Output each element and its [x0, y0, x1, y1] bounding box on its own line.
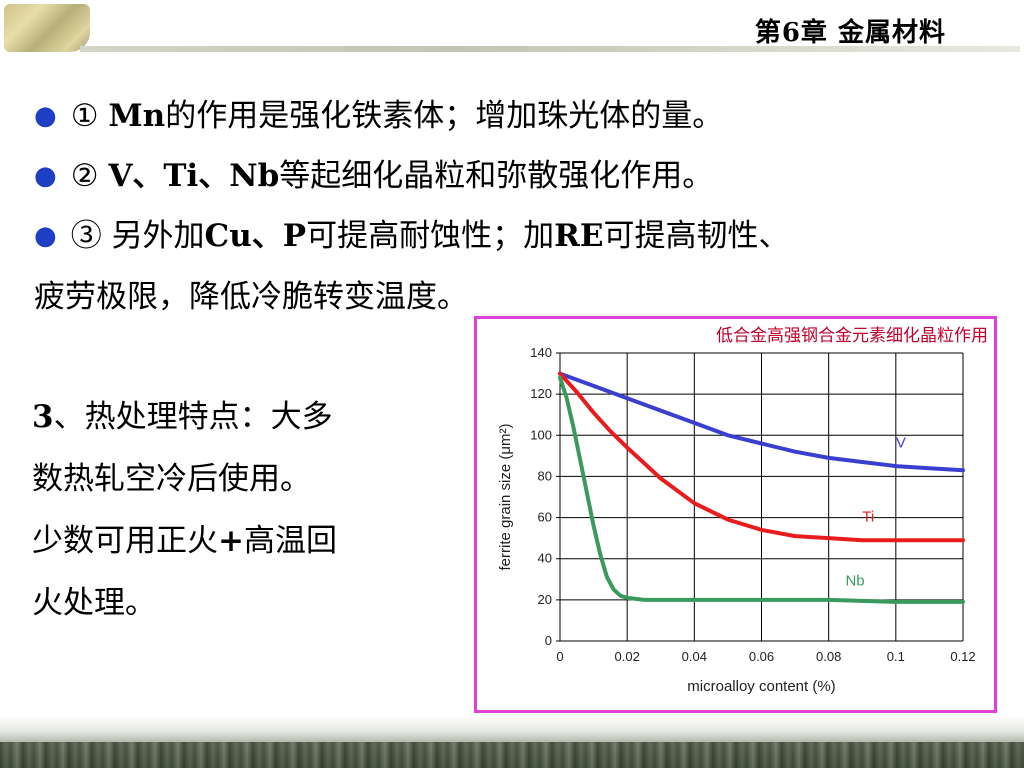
- heat-line-1: 3、热处理特点：大多: [32, 386, 432, 448]
- y-tick-label: 20: [538, 592, 552, 607]
- element-symbol: Cu、P: [204, 218, 307, 254]
- plus-sign: +: [218, 523, 244, 559]
- footer-decoration-image: [0, 716, 1024, 768]
- y-tick-label: 0: [545, 633, 552, 648]
- element-symbol: V、Ti、Nb: [108, 158, 280, 194]
- heat-treatment-paragraph: 3、热处理特点：大多 数热轧空冷后使用。 少数可用正火+高温回 火处理。: [32, 386, 432, 634]
- chapter-title: 第6章 金属材料: [754, 18, 946, 48]
- y-tick-label: 120: [530, 386, 552, 401]
- series-line-v: [558, 371, 965, 473]
- footer-band: [0, 742, 1024, 768]
- bullet-item-1: ● ① Mn的作用是强化铁素体；增加珠光体的量。: [34, 86, 994, 146]
- bullet-text: 等起细化晶粒和弥散强化作用。: [279, 158, 714, 194]
- y-tick-label: 80: [538, 468, 552, 483]
- bullet-number: ①: [70, 98, 99, 134]
- bullet-item-3: ● ③ 另外加Cu、P可提高耐蚀性；加RE可提高韧性、: [34, 206, 994, 266]
- series-line-nb: [558, 375, 965, 604]
- y-tick-label: 100: [530, 427, 552, 442]
- heat-line-3: 少数可用正火+高温回: [32, 510, 432, 572]
- chart-caption: 低合金高强钢合金元素细化晶粒作用: [716, 321, 988, 346]
- element-symbol: Mn: [108, 98, 166, 134]
- y-tick-label: 140: [530, 345, 552, 360]
- x-tick-label: 0.02: [615, 649, 640, 664]
- heat-line-4: 火处理。: [32, 585, 156, 621]
- bullet-text: 可提高耐蚀性；加: [306, 218, 555, 254]
- header-decoration-image: [4, 4, 90, 52]
- y-tick-label: 60: [538, 510, 552, 525]
- bullet-item-3-continuation: 疲劳极限，降低冷脆转变温度。: [34, 279, 468, 315]
- x-tick-label: 0.12: [950, 649, 975, 664]
- header-divider: [80, 46, 1020, 52]
- section-number: 3: [32, 399, 54, 435]
- chart-frame: 0 0.02 0.04 0.06 0.08 0.1 0.12 0 20 40 60 80 100 120 1…: [474, 316, 997, 713]
- x-tick-label: 0: [556, 649, 563, 664]
- x-tick-label: 0.08: [816, 649, 841, 664]
- bullet-item-2: ● ② V、Ti、Nb等起细化晶粒和弥散强化作用。: [34, 146, 994, 206]
- bullet-text: 另外加: [111, 218, 205, 254]
- y-axis-label: ferrite grain size (μm²): [497, 423, 514, 570]
- bullet-text: 可提高韧性、: [603, 218, 790, 254]
- series-label-nb: Nb: [845, 572, 864, 589]
- element-symbol: RE: [554, 218, 604, 254]
- series-label-v: V: [896, 435, 906, 452]
- x-tick-label: 0.04: [682, 649, 707, 664]
- bullet-number: ②: [70, 158, 99, 194]
- bullet-dot-icon: ●: [34, 101, 57, 131]
- heat-text: 少数可用正火: [32, 523, 218, 559]
- grain-size-chart: 0 0.02 0.04 0.06 0.08 0.1 0.12 0 20 40 60 80 100 120 1…: [497, 345, 976, 695]
- heat-line-2: 数热轧空冷后使用。: [32, 461, 311, 497]
- x-axis-label: microalloy content (%): [687, 678, 835, 695]
- series-line-ti: [558, 371, 965, 543]
- heat-text: 、热处理特点：大多: [53, 399, 333, 435]
- series-label-ti: Ti: [862, 509, 874, 526]
- bullet-list: ● ① Mn的作用是强化铁素体；增加珠光体的量。 ● ② V、Ti、Nb等起细化晶粒…: [34, 86, 994, 328]
- bullet-dot-icon: ●: [34, 221, 57, 251]
- x-tick-label: 0.06: [749, 649, 774, 664]
- bullet-dot-icon: ●: [34, 161, 57, 191]
- bullet-number: ③: [70, 218, 102, 254]
- heat-text: 高温回: [243, 523, 337, 559]
- y-tick-label: 40: [538, 551, 552, 566]
- x-tick-label: 0.1: [887, 649, 905, 664]
- bullet-text: 的作用是强化铁素体；增加珠光体的量。: [165, 98, 724, 134]
